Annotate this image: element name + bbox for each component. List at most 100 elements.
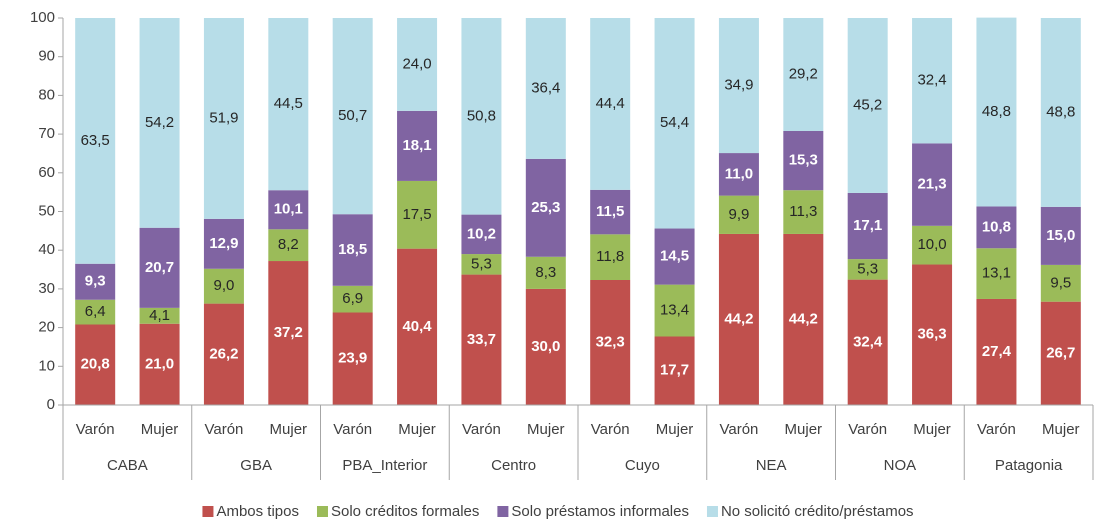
y-tick-label: 30 [38, 280, 55, 297]
value-label: 44,4 [596, 95, 625, 112]
x-tick-label: Varón [76, 421, 115, 438]
value-label: 13,1 [982, 265, 1011, 282]
value-label: 30,0 [531, 338, 560, 355]
bar-segment [75, 263, 116, 300]
value-label: 36,3 [917, 326, 946, 343]
bar-segment [1040, 206, 1081, 265]
value-label: 17,5 [402, 206, 431, 223]
value-label: 10,8 [982, 218, 1011, 235]
value-label: 32,3 [596, 333, 625, 350]
value-label: 44,2 [724, 310, 753, 327]
value-label: 63,5 [81, 132, 110, 149]
bar-segment [847, 279, 888, 405]
legend-label: Solo préstamos informales [511, 503, 689, 520]
x-tick-label: Mujer [913, 421, 951, 438]
value-label: 25,3 [531, 199, 560, 216]
bar-segment [590, 18, 631, 190]
bar-segment [912, 264, 953, 405]
bar-segment [1040, 301, 1081, 405]
bar-segment [203, 268, 244, 304]
value-label: 26,7 [1046, 344, 1075, 361]
value-label: 8,2 [278, 236, 299, 253]
x-tick-label: Varón [591, 421, 630, 438]
x-tick-label: Mujer [785, 421, 823, 438]
value-label: 27,4 [982, 343, 1012, 360]
value-label: 13,4 [660, 302, 689, 319]
bar-segment [268, 18, 309, 191]
bar-segment [1040, 18, 1081, 207]
legend-swatch [316, 506, 328, 517]
bar-segment [976, 248, 1017, 299]
x-tick-label: Varón [462, 421, 501, 438]
bar-segment [139, 227, 180, 308]
bar-segment [590, 189, 631, 235]
bar-segment [268, 229, 309, 262]
bar-segment [847, 18, 888, 193]
value-label: 10,1 [274, 201, 303, 218]
value-label: 48,8 [1046, 103, 1075, 120]
bar-segment [590, 279, 631, 405]
y-tick-label: 20 [38, 319, 55, 336]
bar-segment [268, 190, 309, 230]
bar-segment [75, 299, 116, 325]
y-tick-label: 0 [47, 396, 55, 413]
x-tick-label: Varón [977, 421, 1016, 438]
value-label: 40,4 [402, 318, 432, 335]
bar-segment [397, 18, 438, 111]
bar-segment [976, 206, 1017, 249]
value-label: 23,9 [338, 350, 367, 367]
group-label: Patagonia [995, 457, 1063, 474]
bar-segment [783, 131, 824, 191]
x-tick-label: Mujer [527, 421, 565, 438]
group-label: NEA [756, 457, 787, 474]
value-label: 14,5 [660, 248, 689, 265]
bar-segment [847, 192, 888, 260]
group-label: Cuyo [625, 457, 660, 474]
y-tick-label: 10 [38, 357, 55, 374]
value-label: 9,0 [214, 277, 235, 294]
bar-segment [139, 18, 180, 228]
value-label: 6,9 [342, 290, 363, 307]
value-label: 9,5 [1050, 274, 1071, 291]
value-label: 32,4 [853, 333, 883, 350]
legend-swatch [706, 506, 718, 517]
value-label: 54,2 [145, 114, 174, 131]
legend-label: No solicitó crédito/préstamos [721, 503, 914, 520]
bar-segment [75, 324, 116, 405]
bar-segment [654, 18, 695, 229]
bar-segment [203, 18, 244, 219]
bar-segment [461, 18, 502, 215]
x-tick-label: Varón [848, 421, 887, 438]
value-label: 18,5 [338, 241, 367, 258]
value-label: 18,1 [402, 137, 431, 154]
y-tick-label: 60 [38, 164, 55, 181]
value-label: 48,8 [982, 103, 1011, 120]
value-label: 11,0 [725, 165, 753, 182]
value-label: 45,2 [853, 96, 882, 113]
y-tick-label: 100 [30, 9, 55, 26]
bar-segment [525, 158, 566, 257]
value-label: 33,7 [467, 331, 496, 348]
bar-segment [847, 259, 888, 280]
value-label: 24,0 [402, 55, 431, 72]
value-label: 15,0 [1046, 227, 1075, 244]
x-tick-label: Mujer [141, 421, 179, 438]
bar-segment [976, 298, 1017, 405]
value-label: 29,2 [789, 65, 818, 82]
bar-segment [590, 234, 631, 280]
x-tick-label: Varón [204, 421, 243, 438]
bar-segment [912, 18, 953, 144]
bar-segment [525, 18, 566, 159]
value-label: 9,3 [85, 273, 106, 290]
value-label: 20,7 [145, 259, 174, 276]
bar-segment [461, 254, 502, 275]
value-label: 17,1 [853, 217, 882, 234]
value-label: 12,9 [209, 235, 238, 252]
value-label: 11,3 [789, 203, 817, 220]
legend-swatch [202, 506, 214, 517]
value-label: 5,3 [857, 260, 878, 277]
bar-segment [783, 233, 824, 405]
bar-segment [718, 195, 759, 234]
bar-segment [461, 274, 502, 405]
